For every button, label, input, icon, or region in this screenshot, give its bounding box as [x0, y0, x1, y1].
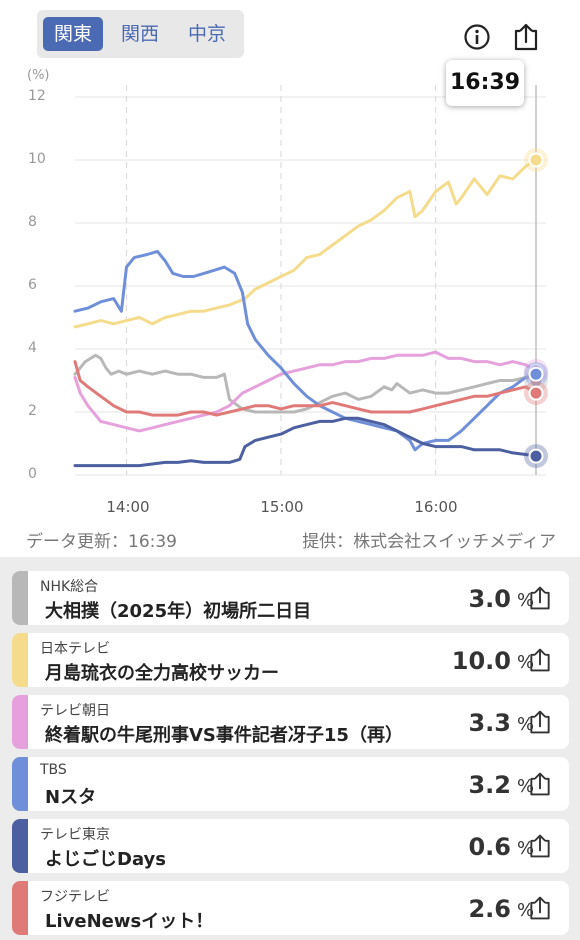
y-tick-label: 10: [28, 151, 46, 167]
program-title: 月島琉衣の全力高校サッカー: [45, 663, 279, 684]
y-axis-unit: (%): [27, 68, 50, 83]
rating-value: 3.3: [468, 709, 511, 737]
series-end-marker: [528, 366, 544, 382]
program-card[interactable]: TBS Nスタ 3.2%: [12, 757, 569, 811]
y-tick-label: 0: [28, 466, 37, 482]
channel-name: フジテレビ: [40, 889, 110, 905]
rating-value: 10.0: [451, 647, 511, 675]
channel-name: テレビ東京: [40, 827, 110, 843]
provider-credit: 提供：株式会社スイッチメディア: [302, 532, 556, 552]
program-title: 終着駅の牛尾刑事VS事件記者冴子15（再）: [45, 725, 403, 746]
program-title: 大相撲（2025年）初場所二日目: [45, 601, 312, 622]
time-tooltip: 16:39: [446, 60, 524, 106]
x-tick-label: 15:00: [260, 498, 304, 516]
channel-name: 日本テレビ: [40, 641, 110, 657]
channel-color-bar: [12, 633, 28, 687]
y-tick-label: 4: [28, 340, 37, 356]
share-icon[interactable]: [527, 771, 553, 797]
channel-name: テレビ朝日: [40, 703, 110, 719]
x-tick-label: 14:00: [106, 498, 150, 516]
share-icon[interactable]: [527, 895, 553, 921]
y-tick-label: 8: [28, 214, 37, 230]
chart-panel: 関東 関西 中京 (%) 0 2 4 6 8 10 12 14:00 15:00 16:00 1…: [0, 0, 580, 557]
rating-value: 2.6: [468, 895, 511, 923]
program-card[interactable]: フジテレビ LiveNewsイット！ 2.6%: [12, 881, 569, 935]
share-icon[interactable]: [527, 709, 553, 735]
series-end-marker: [528, 152, 544, 168]
share-icon[interactable]: [511, 22, 541, 52]
channel-color-bar: [12, 571, 28, 625]
y-tick-label: 12: [28, 88, 46, 104]
ratings-line-chart: [73, 85, 548, 476]
y-tick-label: 6: [28, 277, 37, 293]
program-card[interactable]: 日本テレビ 月島琉衣の全力高校サッカー 10.0%: [12, 633, 569, 687]
channel-color-bar: [12, 881, 28, 935]
series-end-marker: [528, 385, 544, 401]
series-line: [73, 360, 538, 417]
series-line: [73, 353, 538, 414]
program-title: LiveNewsイット！: [45, 911, 214, 932]
channel-color-bar: [12, 695, 28, 749]
channel-name: TBS: [40, 762, 67, 778]
share-icon[interactable]: [527, 833, 553, 859]
info-icon[interactable]: [462, 22, 492, 52]
share-icon[interactable]: [527, 647, 553, 673]
rating-value: 3.2: [468, 771, 511, 799]
x-tick-label: 16:00: [414, 498, 458, 516]
region-tabs: 関東 関西 中京: [37, 10, 244, 58]
program-title: よじごじDays: [45, 849, 166, 870]
data-updated-text: データ更新：16:39: [26, 532, 177, 552]
program-card[interactable]: テレビ東京 よじごじDays 0.6%: [12, 819, 569, 873]
program-card[interactable]: テレビ朝日 終着駅の牛尾刑事VS事件記者冴子15（再） 3.3%: [12, 695, 569, 749]
program-card[interactable]: NHK総合 大相撲（2025年）初場所二日目 3.0%: [12, 571, 569, 625]
tab-kansai[interactable]: 関西: [120, 23, 159, 45]
channel-color-bar: [12, 757, 28, 811]
series-line: [73, 249, 538, 452]
tab-kanto[interactable]: 関東: [43, 17, 103, 51]
channel-name: NHK総合: [40, 579, 99, 595]
tab-chukyo[interactable]: 中京: [187, 23, 226, 45]
series-line: [73, 158, 538, 329]
series-line: [73, 350, 538, 433]
program-title: Nスタ: [45, 787, 97, 808]
channel-color-bar: [12, 819, 28, 873]
series-end-marker: [528, 448, 544, 464]
share-icon[interactable]: [527, 585, 553, 611]
rating-value: 0.6: [468, 833, 511, 861]
series-line: [73, 416, 538, 468]
y-tick-label: 2: [28, 403, 37, 419]
rating-value: 3.0: [468, 585, 511, 613]
